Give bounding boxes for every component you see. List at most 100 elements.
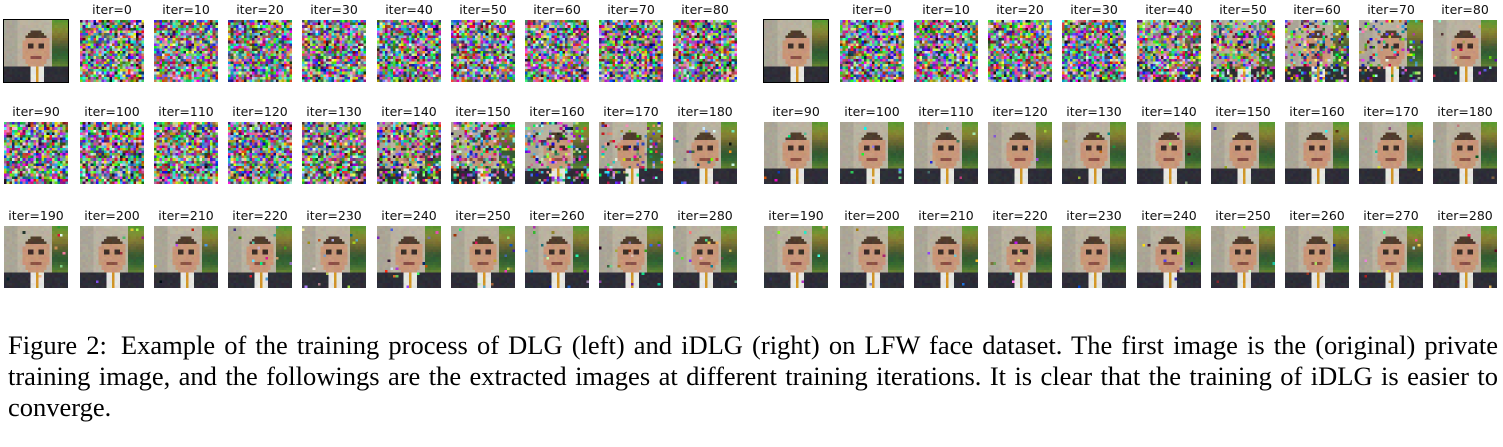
- iteration-label: iter=180: [677, 104, 733, 119]
- reconstructed-face-image: [4, 122, 68, 184]
- dlg-reconstruction-cell: iter=110: [154, 102, 218, 184]
- reconstructed-face-image: [1137, 20, 1201, 82]
- idlg-reconstruction-cell: iter=90: [764, 102, 828, 184]
- idlg-reconstruction-cell: iter=110: [914, 102, 978, 184]
- dlg-reconstruction-cell: iter=130: [302, 102, 366, 184]
- dlg-reconstruction-cell: iter=160: [525, 102, 589, 184]
- idlg-reconstruction-cell: iter=80: [1433, 0, 1497, 82]
- reconstructed-face-image: [154, 20, 218, 82]
- reconstructed-face-image: [1062, 122, 1126, 184]
- iteration-label: iter=170: [603, 104, 659, 119]
- reconstructed-face-image: [599, 20, 663, 82]
- iteration-label: iter=110: [918, 104, 974, 119]
- iteration-label: iter=260: [529, 208, 585, 223]
- iteration-label: iter=0: [92, 2, 132, 17]
- iteration-label: iter=50: [459, 2, 507, 17]
- iteration-label: iter=60: [533, 2, 581, 17]
- dlg-reconstruction-cell: iter=170: [599, 102, 663, 184]
- dlg-reconstruction-cell: iter=240: [377, 206, 441, 288]
- reconstructed-face-image: [673, 122, 737, 184]
- reconstructed-face-image: [451, 226, 515, 288]
- dlg-reconstruction-cell: iter=100: [80, 102, 144, 184]
- iteration-label: iter=70: [1367, 2, 1415, 17]
- iteration-label: iter=30: [1070, 2, 1118, 17]
- reconstructed-face-image: [1285, 20, 1349, 82]
- iteration-label: iter=230: [1066, 208, 1122, 223]
- reconstructed-face-image: [1211, 122, 1275, 184]
- dlg-reconstruction-cell: iter=270: [599, 206, 663, 288]
- reconstructed-face-image: [377, 226, 441, 288]
- reconstructed-face-image: [1359, 20, 1423, 82]
- reconstructed-face-image: [1062, 20, 1126, 82]
- idlg-reconstruction-cell: iter=250: [1211, 206, 1275, 288]
- iteration-label: iter=250: [1215, 208, 1271, 223]
- iteration-label: iter=150: [455, 104, 511, 119]
- reconstructed-face-image: [154, 122, 218, 184]
- iteration-label: iter=240: [1141, 208, 1197, 223]
- reconstructed-face-image: [1211, 20, 1275, 82]
- reconstructed-face-image: [154, 226, 218, 288]
- dlg-reconstruction-cell: iter=70: [599, 0, 663, 82]
- dlg-reconstruction-cell: iter=90: [4, 102, 68, 184]
- iteration-label: iter=90: [772, 104, 820, 119]
- dlg-reconstruction-cell: iter=80: [673, 0, 737, 82]
- reconstructed-face-image: [1137, 226, 1201, 288]
- reconstructed-face-image: [1137, 122, 1201, 184]
- reconstructed-face-image: [1433, 122, 1497, 184]
- dlg-reconstruction-cell: iter=280: [673, 206, 737, 288]
- dlg-original-image: [3, 0, 69, 83]
- dlg-reconstruction-cell: iter=60: [525, 0, 589, 82]
- reconstructed-face-image: [302, 226, 366, 288]
- dlg-reconstruction-cell: iter=220: [228, 206, 292, 288]
- iteration-label: iter=80: [1441, 2, 1489, 17]
- reconstructed-face-image: [80, 226, 144, 288]
- iteration-label: iter=130: [1066, 104, 1122, 119]
- reconstructed-face-image: [1359, 122, 1423, 184]
- original-face-image: [3, 19, 69, 83]
- reconstructed-face-image: [1433, 226, 1497, 288]
- idlg-panel: iter=0 iter=10 iter=20 iter=30 iter=40 iter=5…: [760, 0, 1500, 300]
- idlg-reconstruction-cell: iter=100: [840, 102, 904, 184]
- iteration-label: iter=30: [310, 2, 358, 17]
- reconstructed-face-image: [302, 122, 366, 184]
- reconstructed-face-image: [1062, 226, 1126, 288]
- iteration-label: iter=260: [1289, 208, 1345, 223]
- iteration-label: iter=10: [162, 2, 210, 17]
- dlg-reconstruction-cell: iter=30: [302, 0, 366, 82]
- idlg-reconstruction-cell: iter=220: [988, 206, 1052, 288]
- reconstructed-face-image: [228, 122, 292, 184]
- idlg-reconstruction-cell: iter=240: [1137, 206, 1201, 288]
- figure-caption-text: Example of the training process of DLG (…: [8, 330, 1498, 422]
- iteration-label: iter=100: [84, 104, 140, 119]
- iteration-label: iter=100: [844, 104, 900, 119]
- reconstructed-face-image: [1285, 226, 1349, 288]
- iteration-label: iter=210: [918, 208, 974, 223]
- dlg-reconstruction-cell: iter=120: [228, 102, 292, 184]
- dlg-reconstruction-cell: iter=10: [154, 0, 218, 82]
- reconstructed-face-image: [840, 226, 904, 288]
- reconstructed-face-image: [988, 122, 1052, 184]
- iteration-label: iter=270: [1363, 208, 1419, 223]
- idlg-reconstruction-cell: iter=190: [764, 206, 828, 288]
- idlg-reconstruction-cell: iter=200: [840, 206, 904, 288]
- iteration-label: iter=230: [306, 208, 362, 223]
- idlg-reconstruction-cell: iter=140: [1137, 102, 1201, 184]
- idlg-original-image: [763, 0, 829, 83]
- idlg-reconstruction-cell: iter=270: [1359, 206, 1423, 288]
- reconstructed-face-image: [988, 226, 1052, 288]
- iteration-label: iter=60: [1293, 2, 1341, 17]
- idlg-reconstruction-cell: iter=60: [1285, 0, 1349, 82]
- dlg-reconstruction-cell: iter=40: [377, 0, 441, 82]
- idlg-reconstruction-cell: iter=120: [988, 102, 1052, 184]
- reconstructed-face-image: [599, 226, 663, 288]
- iteration-label: iter=120: [232, 104, 288, 119]
- idlg-reconstruction-cell: iter=150: [1211, 102, 1275, 184]
- dlg-reconstruction-cell: iter=190: [4, 206, 68, 288]
- dlg-panel: iter=0 iter=10 iter=20 iter=30 iter=40 iter=5…: [0, 0, 740, 300]
- reconstructed-face-image: [302, 20, 366, 82]
- reconstructed-face-image: [525, 226, 589, 288]
- reconstructed-face-image: [988, 20, 1052, 82]
- iteration-label: iter=220: [232, 208, 288, 223]
- idlg-reconstruction-cell: iter=210: [914, 206, 978, 288]
- reconstructed-face-image: [840, 20, 904, 82]
